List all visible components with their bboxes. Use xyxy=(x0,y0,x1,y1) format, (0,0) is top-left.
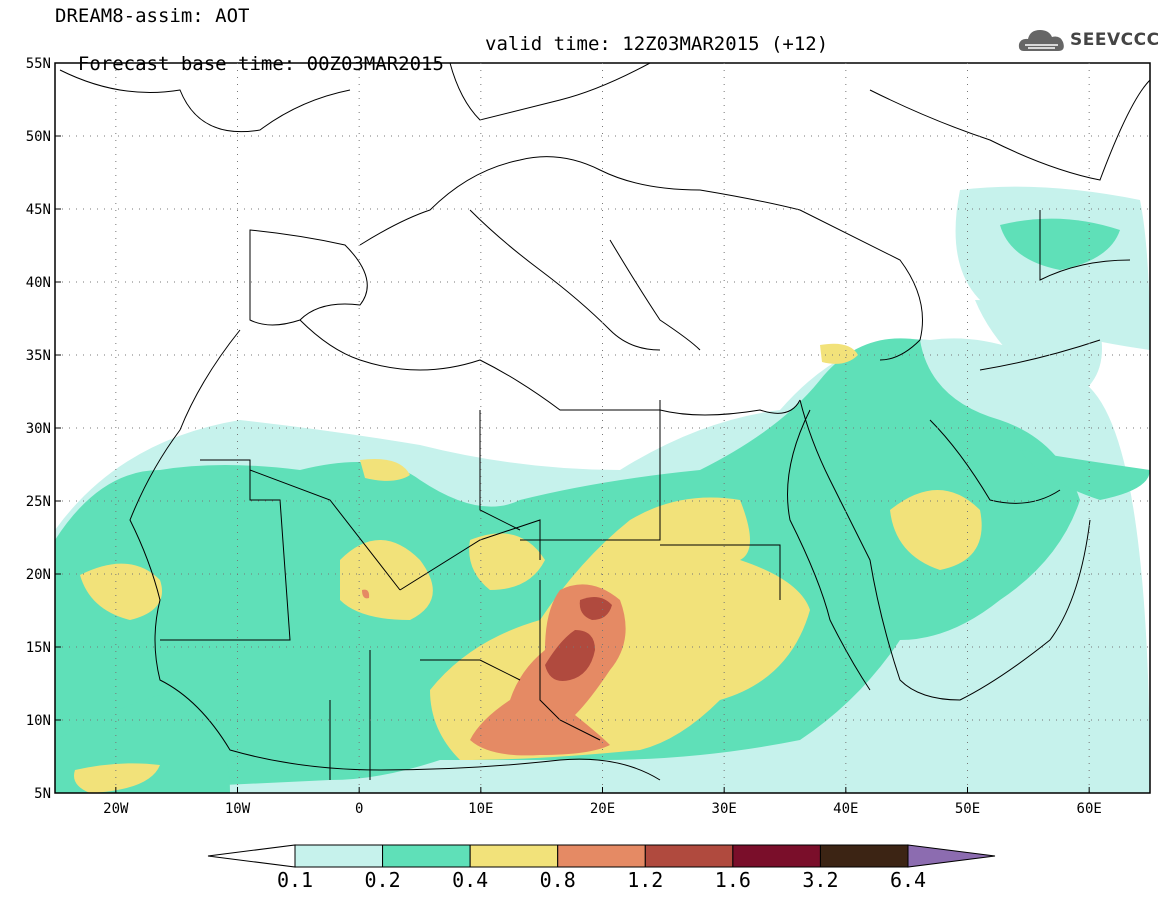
colorbar-low-arrow xyxy=(207,844,296,868)
lon-label: 20W xyxy=(103,801,129,817)
lon-label: 50E xyxy=(955,801,980,817)
base-time-text: Forecast base time: 00Z03MAR2015 xyxy=(77,53,444,75)
axis-ticks xyxy=(55,135,1090,793)
lon-label: 10W xyxy=(225,801,251,817)
grid-lines xyxy=(55,63,1150,793)
lat-label: 40N xyxy=(26,275,51,291)
cloud-icon xyxy=(1018,30,1064,51)
aot-band-1.2 xyxy=(545,596,612,681)
lon-label: 10E xyxy=(468,801,493,817)
colorbar xyxy=(207,844,996,868)
colorbar-label: 1.6 xyxy=(714,868,751,892)
lon-labels: 20W 10W 0 10E 20E 30E 40E 50E 60E xyxy=(103,801,1102,817)
lat-labels: 55N 50N 45N 40N 35N 30N 25N 20N 15N 10N 5N xyxy=(26,56,51,802)
colorbar-label: 6.4 xyxy=(889,868,927,892)
lat-label: 25N xyxy=(26,494,51,510)
borders-coastlines xyxy=(59,63,1150,781)
colorbar-label: 0.2 xyxy=(364,868,401,892)
lat-label: 55N xyxy=(26,56,51,72)
seevccc-logo: SEEVCCC xyxy=(1018,24,1160,56)
lat-label: 45N xyxy=(26,202,51,218)
lon-label: 30E xyxy=(712,801,737,817)
colorbar-label: 3.2 xyxy=(802,868,839,892)
colorbar-swatch xyxy=(732,844,821,868)
lat-label: 5N xyxy=(34,786,51,802)
colorbar-label: 0.4 xyxy=(452,868,489,892)
colorbar-high-arrow xyxy=(907,844,996,868)
colorbar-swatch xyxy=(382,844,471,868)
lon-label: 20E xyxy=(590,801,615,817)
valid-time-text: valid time: 12Z03MAR2015 (+12) xyxy=(485,33,829,55)
colorbar-swatch xyxy=(294,844,384,868)
colorbar-swatch xyxy=(644,844,734,868)
lat-label: 15N xyxy=(26,640,51,656)
lat-label: 35N xyxy=(26,348,51,364)
colorbar-swatch xyxy=(469,844,559,868)
colorbar-swatch xyxy=(819,844,909,868)
forecast-base-time: Forecast base time: 00Z03MAR2015 valid t… xyxy=(55,34,828,94)
lon-label: 0 xyxy=(355,801,363,817)
colorbar-label: 1.2 xyxy=(627,868,664,892)
lat-label: 30N xyxy=(26,421,51,437)
map-title: DREAM8-assim: AOT xyxy=(55,5,250,27)
aot-field xyxy=(55,186,1150,793)
lat-label: 10N xyxy=(26,713,51,729)
lon-label: 40E xyxy=(833,801,858,817)
lat-label: 50N xyxy=(26,129,51,145)
lat-label: 20N xyxy=(26,567,51,583)
lon-label: 60E xyxy=(1077,801,1102,817)
colorbar-label: 0.8 xyxy=(539,868,576,892)
logo-text: SEEVCCC xyxy=(1070,30,1160,50)
colorbar-swatch xyxy=(557,844,646,868)
colorbar-label: 0.1 xyxy=(276,868,314,892)
